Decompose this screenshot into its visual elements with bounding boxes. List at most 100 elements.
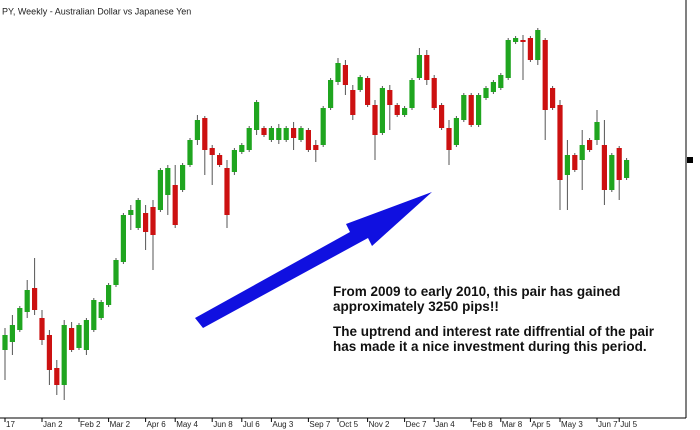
candle-body	[379, 88, 385, 133]
candle-body	[624, 160, 630, 178]
x-tick-label: Feb 2	[80, 420, 101, 429]
candle-body	[194, 120, 200, 140]
x-tick-label: Oct 5	[339, 420, 359, 429]
x-tick-label: Mar 8	[502, 420, 523, 429]
candle-body	[254, 102, 260, 130]
candle-body	[83, 320, 89, 350]
candle-body	[69, 328, 75, 350]
candle-body	[313, 145, 319, 150]
candle-body	[572, 155, 578, 170]
x-tick-label: Aug 3	[272, 420, 293, 429]
candle-body	[616, 148, 622, 180]
candle-body	[505, 40, 511, 78]
candle-body	[224, 168, 230, 215]
candle-body	[17, 308, 23, 330]
candle-body	[387, 90, 393, 105]
candle-body	[98, 302, 104, 318]
candle-body	[587, 140, 593, 150]
candle-body	[328, 80, 334, 108]
candle-body	[594, 122, 600, 140]
candle-body	[550, 88, 556, 108]
x-tick-label: Nov 2	[369, 420, 390, 429]
candle-body	[2, 335, 8, 350]
candle-body	[527, 38, 533, 60]
x-tick-label: May 3	[561, 420, 583, 429]
x-tick-label: May 4	[176, 420, 198, 429]
candle-body	[135, 200, 141, 228]
annotation: From 2009 to early 2010, this pair has g…	[333, 284, 621, 314]
x-tick-label: Sep 7	[309, 420, 330, 429]
candle-body	[609, 155, 615, 190]
candle-body	[150, 207, 156, 235]
candle-body	[172, 185, 178, 225]
chart-title: PY, Weekly - Australian Dollar vs Japane…	[2, 6, 191, 16]
candle-body	[128, 210, 134, 215]
candle-body	[187, 140, 193, 165]
candle-body	[120, 215, 126, 262]
candle-body	[9, 325, 15, 342]
candle-body	[217, 155, 223, 165]
candle-body	[320, 108, 326, 145]
candle-body	[305, 130, 311, 150]
candle-body	[335, 63, 341, 82]
candle-body	[601, 145, 607, 190]
candle-body	[276, 128, 282, 140]
candle-body	[209, 148, 215, 155]
x-tick-label: Apr 6	[147, 420, 167, 429]
candle-body	[298, 128, 304, 140]
x-tick-label: Jul 5	[620, 420, 637, 429]
candle-body	[342, 65, 348, 85]
candle-body	[483, 88, 489, 98]
candle-body	[453, 118, 459, 145]
candle-body	[239, 145, 245, 152]
x-tick-label: Apr 5	[531, 420, 551, 429]
candle-body	[446, 128, 452, 150]
candle-body	[520, 40, 526, 42]
candle-body	[461, 95, 467, 120]
trend-arrow	[195, 192, 432, 328]
candle-body	[91, 300, 97, 330]
candle-body	[431, 78, 437, 108]
candle-body	[468, 95, 474, 125]
candle-body	[61, 325, 67, 385]
candle-body	[165, 168, 171, 195]
candle-body	[283, 128, 289, 140]
candle-body	[394, 105, 400, 115]
candle-body	[498, 75, 504, 88]
candle-body	[564, 155, 570, 175]
candle-body	[542, 40, 548, 110]
candle-body	[357, 77, 363, 90]
candle-body	[246, 128, 252, 150]
candle-body	[24, 290, 30, 312]
x-tick-label: Jun 8	[213, 420, 233, 429]
candle-body	[231, 150, 237, 172]
candle-body	[557, 105, 563, 180]
candle-body	[402, 108, 408, 115]
candle-body	[261, 128, 267, 135]
candle-body	[490, 82, 496, 92]
candle-body	[535, 30, 541, 60]
candle-body	[113, 260, 119, 285]
candle-body	[106, 285, 112, 305]
x-tick-label: Feb 8	[472, 420, 493, 429]
candle-body	[157, 170, 163, 210]
x-tick-label: Jan 2	[43, 420, 63, 429]
candle-body	[180, 165, 186, 190]
candle-body	[268, 128, 274, 140]
candle-body	[476, 95, 482, 125]
candle-body	[143, 213, 149, 232]
candle-body	[372, 105, 378, 135]
candle-body	[76, 325, 82, 348]
candle-body	[513, 38, 519, 42]
annotation: The uptrend and interest rate diffrentia…	[333, 324, 655, 354]
candle-body	[202, 118, 208, 150]
x-tick-label: Dec 7	[406, 420, 427, 429]
x-tick-label: 17	[6, 420, 15, 429]
candle-body	[409, 80, 415, 108]
candle-body	[439, 105, 445, 128]
candle-body	[54, 368, 60, 385]
candle-body	[32, 288, 38, 310]
last-price-marker	[687, 157, 693, 163]
